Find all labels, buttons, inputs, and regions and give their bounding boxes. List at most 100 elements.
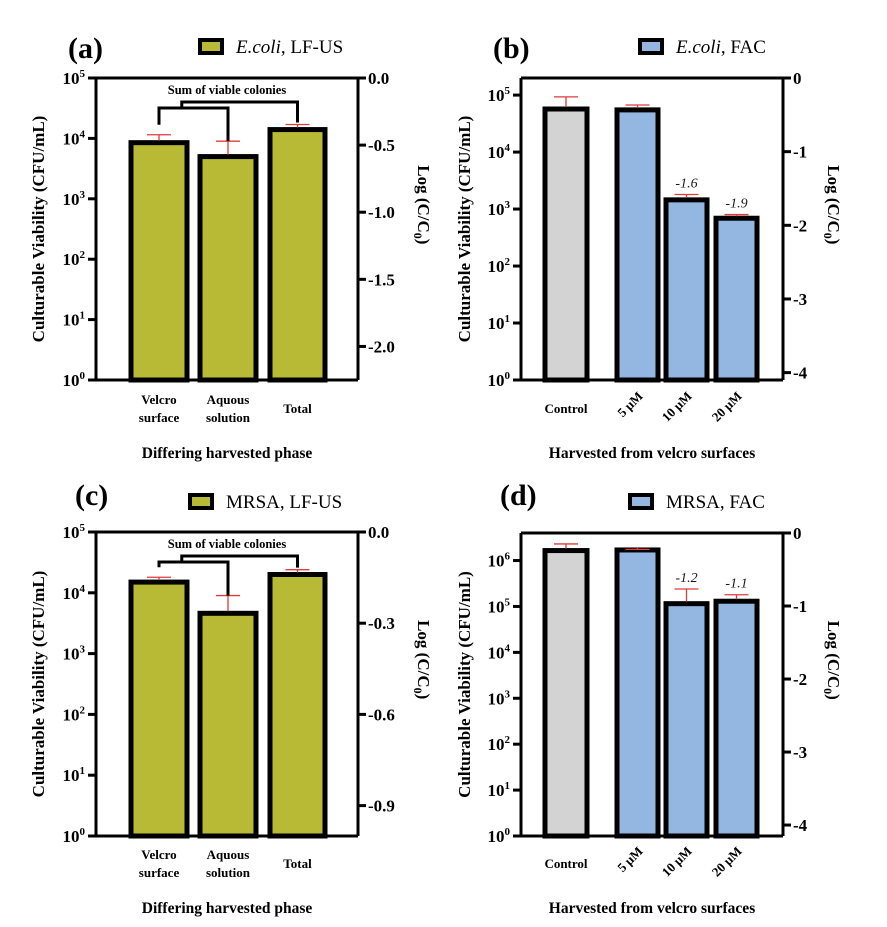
- legend-swatch: [188, 493, 214, 510]
- legend-label: MRSA, LF-US: [226, 492, 342, 513]
- y2-tick-label: 0: [793, 69, 802, 88]
- x-tick-label: 20 μM: [709, 389, 745, 425]
- y-tick-label: 102: [488, 734, 511, 754]
- bracket-outer: [180, 554, 299, 568]
- bar: [713, 598, 760, 839]
- y-tick-label: 103: [488, 688, 511, 708]
- bar: [614, 107, 661, 383]
- panel-label: (a): [68, 32, 103, 65]
- x-tick-label: 5 μM: [614, 389, 645, 420]
- y2-tick-label: -1.5: [368, 270, 395, 289]
- y-tick-exponent: 0: [80, 826, 86, 838]
- y-tick-label: 101: [63, 765, 86, 785]
- y2-tick-label: -2: [793, 670, 807, 689]
- y-tick-exponent: 6: [505, 551, 511, 563]
- y-tick-label: 105: [63, 522, 86, 542]
- y-axis-title: Culturable Viability (CFU/mL): [29, 571, 48, 798]
- y-tick-exponent: 3: [505, 199, 511, 211]
- y-tick-label: 101: [488, 313, 511, 333]
- y2-axis-title: Log (C/C0): [411, 165, 433, 244]
- y-tick-exponent: 5: [505, 85, 511, 97]
- bar: [542, 548, 590, 839]
- y-tick-label: 101: [63, 310, 86, 330]
- bar: [713, 215, 760, 383]
- y-tick-exponent: 4: [505, 142, 511, 154]
- y-tick-label: 103: [63, 189, 86, 209]
- y-tick-label: 105: [488, 85, 511, 105]
- chart-panel-b: (b) E.coli, FAC-1.6-1.9100101102103104105…: [455, 32, 843, 462]
- y-tick-label: 106: [488, 551, 511, 571]
- x-tick-label: Control: [544, 856, 587, 871]
- y-tick-label: 104: [488, 142, 511, 162]
- y-tick-label: 100: [488, 370, 511, 390]
- y2-axis-title-close: ): [414, 239, 433, 245]
- y-tick-label: 105: [63, 68, 86, 88]
- x-tick-label: Total: [283, 401, 312, 416]
- x-tick-label: Aquous: [207, 392, 250, 407]
- bar: [663, 197, 710, 383]
- y-axis-title: Culturable Viability (CFU/mL): [455, 571, 474, 798]
- x-axis-title: Harvested from velcro surfaces: [549, 445, 755, 462]
- bar: [614, 547, 661, 839]
- y2-axis-title: Log (C/C0): [821, 165, 843, 244]
- data-label: -1.2: [675, 571, 697, 586]
- y-tick-exponent: 0: [80, 370, 86, 382]
- panel-label: (d): [500, 479, 537, 512]
- y2-tick-label: -0.3: [368, 614, 395, 633]
- y2-axis-title-subscript: 0: [411, 233, 425, 239]
- y-tick-exponent: 3: [80, 644, 86, 656]
- bracket-label: Sum of viable colonies: [168, 83, 287, 97]
- y-tick-exponent: 3: [505, 688, 511, 700]
- y-tick-exponent: 2: [80, 704, 86, 716]
- x-tick-label: surface: [139, 865, 180, 880]
- bracket-label: Sum of viable colonies: [168, 537, 287, 551]
- y2-axis-title-close: ): [824, 694, 843, 700]
- legend-swatch: [628, 493, 654, 510]
- y-tick-label: 104: [488, 642, 511, 662]
- y-tick-exponent: 4: [505, 642, 511, 654]
- y-tick-exponent: 1: [505, 780, 511, 792]
- y-tick-label: 102: [63, 249, 86, 269]
- y-tick-label: 105: [488, 596, 511, 616]
- y-tick-label: 100: [63, 370, 86, 390]
- y2-tick-label: -4: [793, 364, 808, 383]
- x-axis-title: Differing harvested phase: [142, 445, 313, 462]
- y-axis-title: Culturable Viability (CFU/mL): [29, 116, 48, 343]
- y2-tick-label: -1: [793, 143, 807, 162]
- y-axis-title: Culturable Viability (CFU/mL): [455, 116, 474, 343]
- bar: [128, 140, 190, 383]
- panel-label: (b): [493, 32, 530, 65]
- y-tick-exponent: 0: [505, 826, 511, 838]
- bracket-inner: [157, 106, 230, 142]
- y2-axis-title-close: ): [414, 694, 433, 700]
- y-tick-label: 100: [63, 826, 86, 846]
- y-tick-exponent: 1: [80, 310, 86, 322]
- bar: [197, 610, 259, 839]
- legend-label: E.coli, FAC: [675, 37, 766, 58]
- chart-panel-d: (d) MRSA, FAC-1.2 -1.110010110210310410510…: [455, 479, 843, 917]
- legend-label: E.coli, LF-US: [235, 37, 343, 58]
- bar: [663, 601, 710, 839]
- y2-axis-title-subscript: 0: [411, 688, 425, 694]
- y-tick-label: 103: [488, 199, 511, 219]
- bracket-outer: [180, 100, 299, 123]
- y2-axis-title: Log (C/C0): [821, 621, 843, 700]
- y2-tick-label: -2.0: [368, 337, 395, 356]
- y-tick-exponent: 4: [80, 128, 86, 140]
- bar: [267, 571, 328, 839]
- y-tick-exponent: 4: [80, 583, 86, 595]
- legend: E.coli, LF-US: [198, 37, 343, 58]
- x-tick-label: Total: [283, 856, 312, 871]
- y2-tick-label: -1.0: [368, 203, 395, 222]
- y-tick-label: 104: [63, 128, 86, 148]
- legend: E.coli, FAC: [638, 37, 766, 58]
- y-tick-exponent: 2: [505, 734, 511, 746]
- y2-axis-title-subscript: 0: [821, 688, 835, 694]
- bar: [267, 127, 328, 383]
- y-tick-exponent: 2: [80, 249, 86, 261]
- legend-label-text: , FAC: [721, 37, 766, 58]
- y-tick-exponent: 0: [505, 370, 511, 382]
- y-tick-label: 100: [488, 826, 511, 846]
- y2-tick-label: -4: [793, 816, 808, 835]
